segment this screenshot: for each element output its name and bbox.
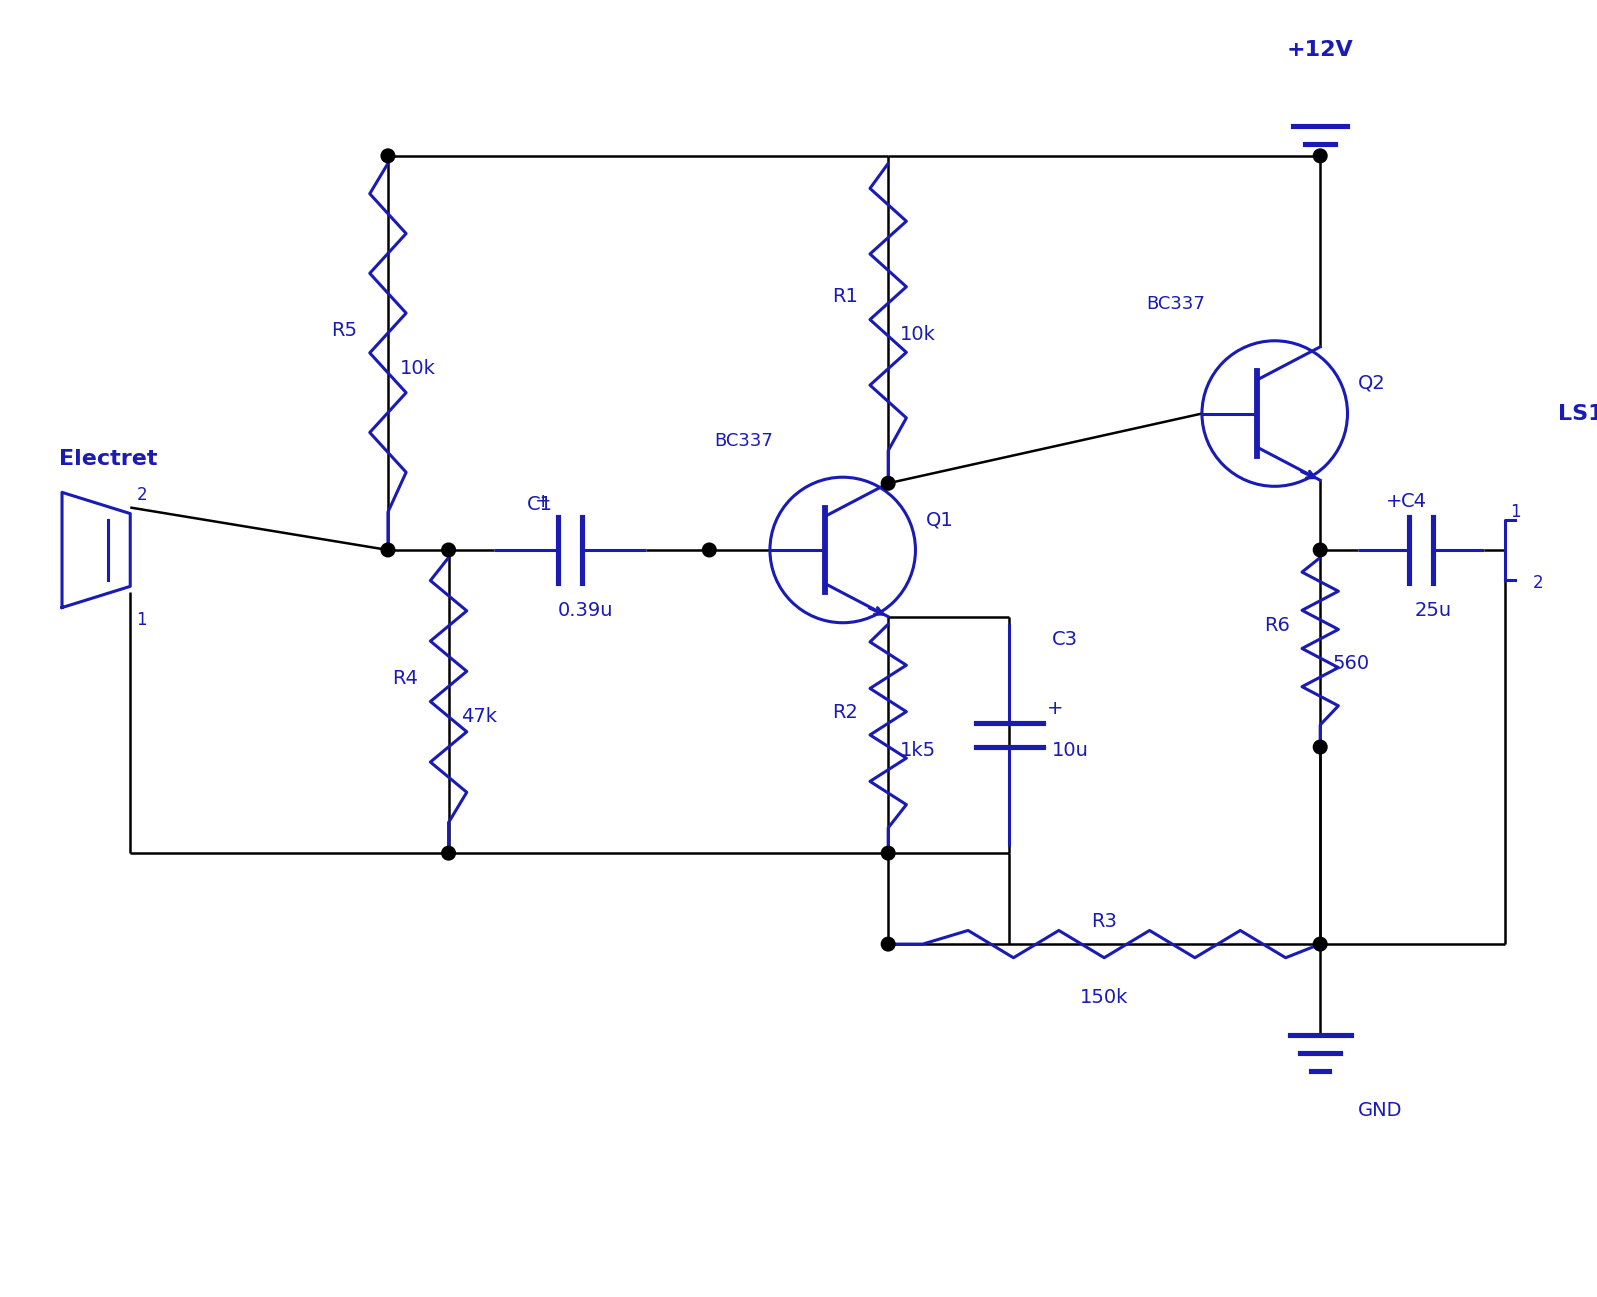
Text: 2: 2: [136, 486, 147, 505]
Text: 10u: 10u: [1052, 741, 1089, 760]
Circle shape: [442, 543, 455, 556]
Text: 10k: 10k: [901, 326, 936, 344]
Text: R2: R2: [832, 703, 858, 721]
Text: 47k: 47k: [460, 707, 497, 726]
Text: C1: C1: [527, 495, 553, 514]
Text: 25u: 25u: [1415, 601, 1452, 620]
Text: Q1: Q1: [926, 510, 953, 529]
Circle shape: [882, 847, 894, 860]
Text: 1: 1: [1509, 503, 1520, 521]
Text: R4: R4: [393, 669, 418, 689]
Text: 10k: 10k: [401, 358, 436, 377]
Text: LS1: LS1: [1559, 403, 1597, 424]
Circle shape: [1313, 149, 1327, 162]
Text: 2: 2: [1533, 575, 1543, 593]
Text: C3: C3: [1052, 630, 1078, 648]
Text: R6: R6: [1263, 616, 1290, 636]
Circle shape: [882, 938, 894, 951]
Text: R5: R5: [332, 320, 358, 340]
Text: 1k5: 1k5: [901, 741, 936, 760]
Text: 1: 1: [136, 611, 147, 629]
Circle shape: [703, 543, 715, 556]
Circle shape: [382, 543, 394, 556]
Circle shape: [382, 149, 394, 162]
Text: +: +: [535, 492, 551, 511]
Text: R1: R1: [832, 288, 858, 306]
Circle shape: [442, 847, 455, 860]
Text: +: +: [1048, 699, 1064, 719]
Text: Q2: Q2: [1357, 374, 1386, 393]
Circle shape: [1313, 543, 1327, 556]
Text: 0.39u: 0.39u: [557, 601, 613, 620]
Text: R3: R3: [1091, 912, 1118, 931]
Circle shape: [1313, 938, 1327, 951]
Text: +12V: +12V: [1287, 40, 1354, 60]
Text: 150k: 150k: [1080, 987, 1129, 1006]
Text: BC337: BC337: [1147, 296, 1204, 314]
Circle shape: [1313, 741, 1327, 754]
Circle shape: [882, 476, 894, 490]
Text: Electret: Electret: [59, 449, 158, 470]
Text: BC337: BC337: [714, 432, 773, 450]
Text: GND: GND: [1357, 1101, 1402, 1121]
Text: 560: 560: [1332, 654, 1370, 673]
Text: C4: C4: [1401, 492, 1426, 511]
Text: +: +: [1386, 492, 1402, 511]
